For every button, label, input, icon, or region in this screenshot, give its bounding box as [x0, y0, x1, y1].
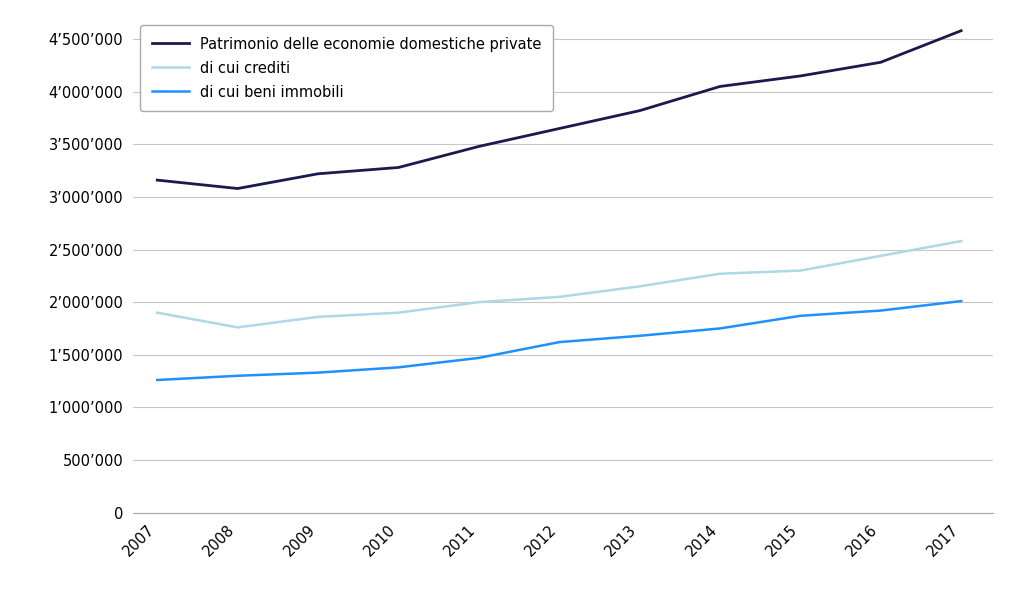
- Line: di cui crediti: di cui crediti: [158, 241, 962, 327]
- Patrimonio delle economie domestiche private: [795, 72, 807, 80]
- di cui beni immobili: [392, 364, 404, 371]
- di cui beni immobili: [634, 332, 646, 339]
- di cui crediti: [231, 324, 244, 331]
- di cui crediti: [152, 309, 164, 317]
- di cui beni immobili: [152, 376, 164, 384]
- Patrimonio delle economie domestiche private: [312, 170, 325, 177]
- Patrimonio delle economie domestiche private: [392, 164, 404, 171]
- di cui beni immobili: [312, 369, 325, 376]
- di cui beni immobili: [553, 338, 565, 346]
- di cui crediti: [553, 293, 565, 300]
- Patrimonio delle economie domestiche private: [634, 107, 646, 115]
- di cui beni immobili: [795, 312, 807, 320]
- di cui beni immobili: [231, 372, 244, 379]
- di cui crediti: [795, 267, 807, 274]
- Patrimonio delle economie domestiche private: [714, 83, 726, 90]
- Line: Patrimonio delle economie domestiche private: Patrimonio delle economie domestiche pri…: [158, 31, 962, 189]
- Patrimonio delle economie domestiche private: [955, 27, 968, 34]
- Legend: Patrimonio delle economie domestiche private, di cui crediti, di cui beni immobi: Patrimonio delle economie domestiche pri…: [140, 25, 553, 111]
- Patrimonio delle economie domestiche private: [874, 58, 887, 66]
- Patrimonio delle economie domestiche private: [152, 177, 164, 184]
- di cui crediti: [392, 309, 404, 317]
- di cui crediti: [634, 283, 646, 290]
- di cui beni immobili: [714, 325, 726, 332]
- di cui crediti: [312, 313, 325, 320]
- Line: di cui beni immobili: di cui beni immobili: [158, 301, 962, 380]
- di cui crediti: [874, 252, 887, 259]
- di cui crediti: [955, 238, 968, 245]
- di cui crediti: [714, 270, 726, 277]
- Patrimonio delle economie domestiche private: [553, 125, 565, 132]
- di cui beni immobili: [473, 355, 485, 362]
- Patrimonio delle economie domestiche private: [231, 185, 244, 192]
- di cui crediti: [473, 298, 485, 306]
- Patrimonio delle economie domestiche private: [473, 143, 485, 150]
- di cui beni immobili: [955, 297, 968, 305]
- di cui beni immobili: [874, 307, 887, 314]
